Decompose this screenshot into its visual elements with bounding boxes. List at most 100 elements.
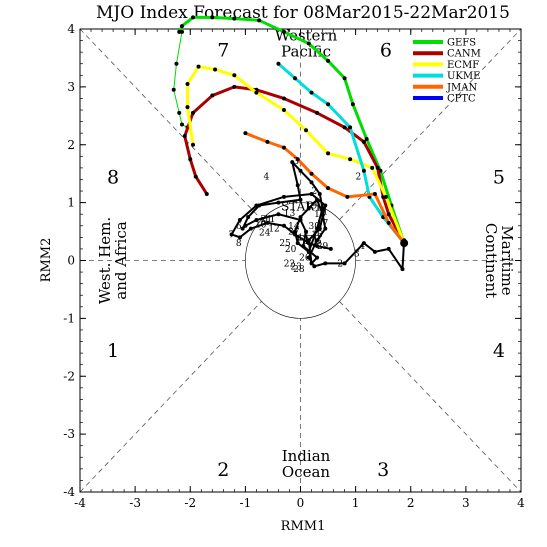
legend-label: UKME [447,71,480,82]
series-point-canm [281,96,286,101]
series-point-ecmf [232,73,237,78]
series-point-jman [372,191,377,196]
series-point-observed [306,238,311,243]
series-point-ecmf [383,194,388,199]
day-label: 17 [317,219,329,229]
day-label: 28 [293,265,305,275]
phase-number: 5 [493,167,505,189]
chart-title: MJO Index Forecast for 08Mar2015-22Mar20… [96,3,510,23]
series-point-ukme [309,90,314,95]
series-point-observed [309,180,314,185]
series-point-gefs [281,29,286,34]
series-point-observed [342,261,347,266]
series-point-ecmf [185,81,190,86]
series-point-observed [315,238,320,243]
phase-number: 7 [217,39,229,61]
series-point-observed [254,217,259,222]
series-point-observed [254,203,259,208]
series-point-gefs [179,24,184,29]
x-axis-ticks: -4 -3 -2 -1 0 1 2 3 4 [74,29,525,510]
phase-number: 2 [217,459,229,481]
series-point-canm [386,212,391,217]
series-point-observed [317,191,322,196]
series-point-observed [309,261,314,266]
series-point-gefs [257,18,262,23]
series-point-observed [292,229,297,234]
day-label: 1 [322,207,328,217]
y-tick-label: 3 [67,80,75,94]
day-label: 2 [311,187,317,197]
phase-boundary-diagonal [339,28,522,220]
day-label: 7 [229,230,235,240]
unit-circle [245,202,356,319]
amplitude-one-circle [245,202,356,319]
series-point-observed [320,206,325,211]
series-point-observed [276,200,281,205]
series-point-observed [276,212,281,217]
series-point-ecmf [304,128,309,133]
day-label: 29 [317,242,329,252]
day-label: 27 [288,228,300,238]
current-state-marker [400,239,409,248]
series-point-ukme [292,76,297,81]
day-label: 16 [311,230,323,240]
series-point-gefs-members [179,122,184,127]
series-line-jman [243,131,406,245]
region-label-line: Indian [282,447,331,465]
region-label: West. Hem.and Africa [96,217,130,304]
legend-label: CPTC [447,94,476,105]
series-point-gefs [191,15,196,20]
series-point-gefs [232,16,237,21]
forecast-series [171,15,409,272]
series-point-canm [182,134,187,139]
day-label: 8 [236,239,242,249]
series-point-jman [326,186,331,191]
series-point-observed [290,160,295,165]
series-point-canm [375,165,380,170]
day-label: 14 [288,222,300,232]
series-point-canm [193,174,198,179]
annotations: START FEB [281,200,322,248]
region-label-line: Pacific [281,42,331,60]
series-point-observed [243,223,248,228]
phase-boundary-diagonal [79,301,262,493]
y-tick-label: -4 [63,485,75,499]
x-tick-label: 0 [297,496,305,510]
series-point-observed [237,235,242,240]
region-label-line: Ocean [282,463,331,481]
series-point-gefs [210,15,215,20]
region-label-line: Western [275,26,338,44]
day-label: 18 [314,210,326,220]
series-point-observed [312,264,317,269]
day-label: 19 [306,202,318,212]
series-point-observed [240,226,245,231]
day-label: 11 [264,215,275,225]
x-tick-label: -4 [74,496,86,510]
series-point-observed [323,261,328,266]
series-point-ecmf [370,165,375,170]
series-point-observed [309,191,314,196]
day-label: 5 [260,217,266,227]
day-label: 24 [259,229,271,239]
day-label: 23 [290,262,302,272]
series-point-observed [229,232,234,237]
day-label: 25 [279,239,291,249]
legend-label: ECMF [447,60,479,71]
series-point-gefs [326,58,331,63]
x-tick-label: 3 [462,496,470,510]
series-point-observed [315,226,320,231]
series-point-observed [315,197,320,202]
series-point-ecmf [196,64,201,69]
series-point-gefs-members [171,87,176,92]
series-point-canm [188,157,193,162]
series-point-observed [315,244,320,249]
series-point-observed [281,223,286,228]
series-point-ecmf [213,67,218,72]
series-point-ecmf [348,157,353,162]
phase-number: 6 [380,39,392,61]
series-point-jman [345,194,350,199]
